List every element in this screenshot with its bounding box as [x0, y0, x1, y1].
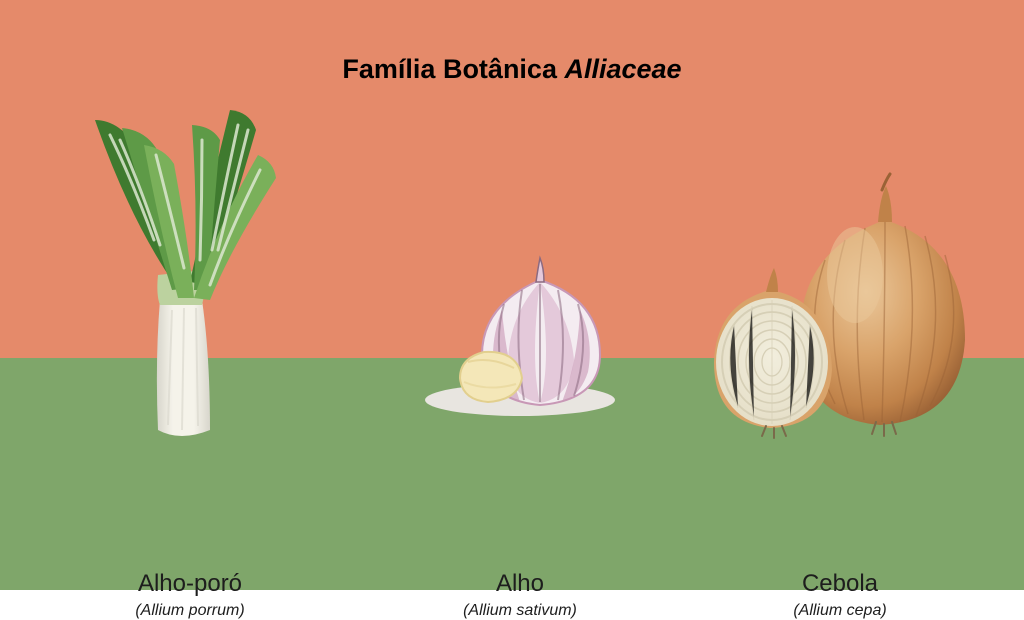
item-garlic: Alho (Allium sativum)	[390, 100, 650, 440]
leek-illustration	[60, 100, 320, 440]
page-title: Família Botânica Alliaceae	[0, 54, 1024, 85]
leek-labels: Alho-poró (Allium porrum)	[60, 570, 320, 620]
leek-scientific-name: (Allium porrum)	[60, 602, 320, 620]
title-family: Alliaceae	[564, 54, 681, 84]
item-leek: Alho-poró (Allium porrum)	[60, 100, 320, 440]
garlic-labels: Alho (Allium sativum)	[390, 570, 650, 620]
garlic-scientific-name: (Allium sativum)	[390, 602, 650, 620]
item-onion: Cebola (Allium cepa)	[700, 100, 980, 440]
onion-scientific-name: (Allium cepa)	[700, 602, 980, 620]
leek-common-name: Alho-poró	[60, 570, 320, 598]
garlic-illustration	[390, 100, 650, 440]
onion-common-name: Cebola	[700, 570, 980, 598]
title-prefix: Família Botânica	[342, 54, 564, 84]
garlic-common-name: Alho	[390, 570, 650, 598]
onion-illustration	[700, 100, 980, 440]
onion-labels: Cebola (Allium cepa)	[700, 570, 980, 620]
